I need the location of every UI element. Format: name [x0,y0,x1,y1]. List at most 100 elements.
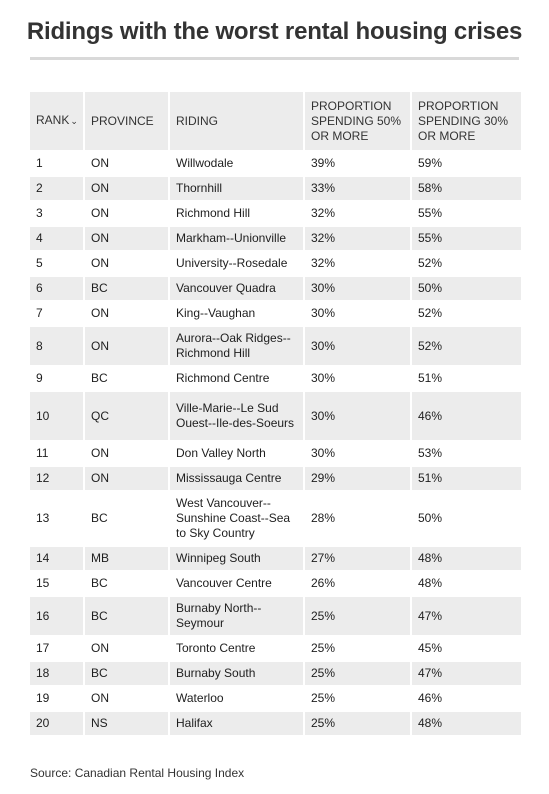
cell-rank: 1 [30,152,83,175]
column-header-province[interactable]: PROVINCE [85,92,168,150]
cell-province: ON [85,687,168,710]
cell-riding: Thornhill [170,177,303,200]
column-header-rank[interactable]: RANK⌄ [30,92,83,150]
cell-p30: 50% [412,277,521,300]
cell-p30: 45% [412,637,521,660]
cell-p30: 47% [412,597,521,635]
cell-province: ON [85,152,168,175]
cell-riding: Richmond Hill [170,202,303,225]
table-row: 10 QC Ville-Marie--Le Sud Ouest--Ile-des-S… [30,392,521,440]
cell-province: ON [85,467,168,490]
table-row: 13 BC West Vancouver--Sunshine Coast--Sea … [30,492,521,545]
table-row: 17 ON Toronto Centre 25% 45% [30,637,521,660]
table-body: 1 ON Willwodale 39% 59% 2 ON Thornhill 33% 58% 3 ON… [30,152,521,735]
cell-rank: 15 [30,572,83,595]
table-row: 9 BC Richmond Centre 30% 51% [30,367,521,390]
cell-p30: 48% [412,572,521,595]
cell-province: ON [85,442,168,465]
table-row: 20 NS Halifax 25% 48% [30,712,521,735]
cell-rank: 20 [30,712,83,735]
cell-province: NS [85,712,168,735]
cell-riding: West Vancouver--Sunshine Coast--Sea to S… [170,492,303,545]
cell-riding: Burnaby North--Seymour [170,597,303,635]
cell-riding: King--Vaughan [170,302,303,325]
cell-province: BC [85,367,168,390]
cell-p30: 48% [412,547,521,570]
column-header-p50[interactable]: PROPORTION SPENDING 50% OR MORE [305,92,410,150]
cell-rank: 16 [30,597,83,635]
table-row: 16 BC Burnaby North--Seymour 25% 47% [30,597,521,635]
cell-p50: 26% [305,572,410,595]
cell-rank: 19 [30,687,83,710]
ridings-table: RANK⌄ PROVINCE RIDING PROPORTION SPENDIN… [28,90,523,737]
cell-p50: 30% [305,442,410,465]
cell-p30: 46% [412,687,521,710]
cell-p30: 52% [412,302,521,325]
cell-rank: 6 [30,277,83,300]
cell-province: QC [85,392,168,440]
cell-p30: 51% [412,367,521,390]
column-header-riding[interactable]: RIDING [170,92,303,150]
cell-p30: 55% [412,227,521,250]
page-title: Ridings with the worst rental housing cr… [26,18,523,45]
cell-rank: 12 [30,467,83,490]
cell-p50: 28% [305,492,410,545]
cell-p50: 32% [305,202,410,225]
cell-p50: 25% [305,637,410,660]
cell-province: MB [85,547,168,570]
title-divider [30,57,519,60]
table-row: 19 ON Waterloo 25% 46% [30,687,521,710]
cell-rank: 4 [30,227,83,250]
cell-p50: 25% [305,597,410,635]
cell-rank: 17 [30,637,83,660]
cell-riding: Markham--Unionville [170,227,303,250]
source-note: Source: Canadian Rental Housing Index [30,766,245,780]
cell-rank: 5 [30,252,83,275]
table-row: 15 BC Vancouver Centre 26% 48% [30,572,521,595]
cell-province: ON [85,202,168,225]
cell-province: BC [85,597,168,635]
table-row: 7 ON King--Vaughan 30% 52% [30,302,521,325]
cell-p50: 33% [305,177,410,200]
cell-riding: Vancouver Centre [170,572,303,595]
cell-rank: 3 [30,202,83,225]
cell-p30: 52% [412,327,521,365]
cell-riding: Waterloo [170,687,303,710]
cell-p30: 46% [412,392,521,440]
cell-p50: 30% [305,392,410,440]
cell-p30: 48% [412,712,521,735]
table-row: 11 ON Don Valley North 30% 53% [30,442,521,465]
cell-rank: 8 [30,327,83,365]
cell-province: BC [85,277,168,300]
cell-rank: 14 [30,547,83,570]
cell-riding: Winnipeg South [170,547,303,570]
cell-p30: 55% [412,202,521,225]
cell-province: ON [85,637,168,660]
table-row: 14 MB Winnipeg South 27% 48% [30,547,521,570]
cell-riding: Richmond Centre [170,367,303,390]
cell-p30: 50% [412,492,521,545]
cell-p50: 25% [305,662,410,685]
cell-p30: 52% [412,252,521,275]
cell-rank: 13 [30,492,83,545]
cell-p30: 53% [412,442,521,465]
cell-rank: 10 [30,392,83,440]
cell-riding: Don Valley North [170,442,303,465]
cell-p50: 32% [305,227,410,250]
cell-p50: 30% [305,277,410,300]
column-header-rank-label: RANK [36,113,70,127]
column-header-p30[interactable]: PROPORTION SPENDING 30% OR MORE [412,92,521,150]
table-header-row: RANK⌄ PROVINCE RIDING PROPORTION SPENDIN… [30,92,521,150]
cell-riding: Vancouver Quadra [170,277,303,300]
chevron-down-icon[interactable]: ⌄ [70,116,78,126]
cell-p30: 47% [412,662,521,685]
cell-province: ON [85,302,168,325]
cell-p50: 30% [305,327,410,365]
table-row: 5 ON University--Rosedale 32% 52% [30,252,521,275]
cell-riding: University--Rosedale [170,252,303,275]
cell-p30: 59% [412,152,521,175]
table-row: 6 BC Vancouver Quadra 30% 50% [30,277,521,300]
cell-p30: 58% [412,177,521,200]
cell-p50: 39% [305,152,410,175]
cell-rank: 9 [30,367,83,390]
